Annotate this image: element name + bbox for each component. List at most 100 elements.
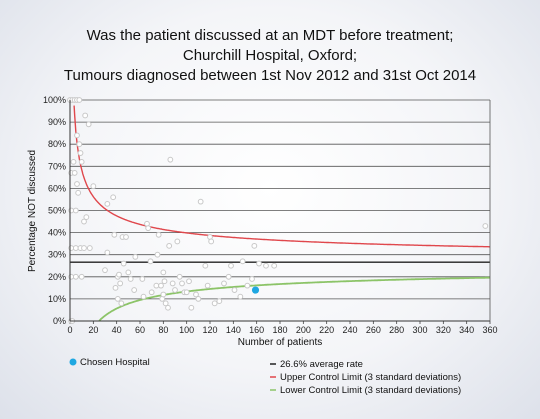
hospital-point <box>139 276 146 282</box>
hospital-point <box>125 269 132 276</box>
y-tick-label: 50% <box>48 206 66 216</box>
x-tick-labels: 0 20 40 60 80 100 120 140 160 180 200 220 240 260 280 3… <box>67 321 498 335</box>
hospital-point <box>81 245 87 251</box>
legend-chosen-hospital-label: Chosen Hospital <box>80 357 150 368</box>
legend-average-label: 26.6% average rate <box>280 359 363 370</box>
chosen-hospital-point <box>251 286 260 294</box>
hospital-point <box>221 280 227 287</box>
chart-title-line-3: Tumours diagnosed between 1st Nov 2012 a… <box>63 67 477 84</box>
y-tick-label: 20% <box>48 272 66 282</box>
hospital-point <box>140 293 147 300</box>
x-tick-label: 160 <box>249 325 264 335</box>
hospital-point <box>193 291 199 298</box>
hospital-point <box>75 189 82 196</box>
x-tick-label: 180 <box>272 325 287 335</box>
legend: Chosen Hospital 26.6% average rate Upper… <box>69 357 461 396</box>
x-tick-label: 80 <box>158 325 168 335</box>
hospital-point <box>74 181 80 187</box>
hospital-point <box>68 245 75 251</box>
hospital-point <box>148 289 155 296</box>
hospital-point <box>132 254 139 260</box>
x-tick-label: 360 <box>482 325 497 335</box>
hospital-point <box>116 271 122 278</box>
hospital-point <box>172 287 178 293</box>
grid-lines <box>70 99 490 300</box>
hospital-point <box>102 267 108 274</box>
hospital-point <box>118 300 125 307</box>
y-axis-label: Percentage NOT discussed <box>27 150 38 272</box>
upper-control-limit <box>73 105 490 248</box>
legend-upper-limit-label: Upper Control Limit (3 standard deviatio… <box>280 372 461 383</box>
legend-lower-limit-label: Lower Control Limit (3 standard deviatio… <box>280 385 461 396</box>
hospital-point <box>249 276 255 282</box>
x-tick-label: 300 <box>412 325 427 335</box>
hospital-point <box>197 198 204 205</box>
x-tick-label: 200 <box>296 325 311 335</box>
y-tick-labels: 0% 10% 20% 30% 40% 50% 60% 70% 80% 90% 100% <box>43 95 66 326</box>
hospital-point <box>104 200 111 207</box>
hospital-point <box>231 287 238 293</box>
hospital-point <box>208 238 215 245</box>
hospital-point <box>244 282 251 289</box>
y-tick-label: 0% <box>53 316 66 326</box>
hospital-point <box>114 296 121 302</box>
hospital-point <box>77 150 84 156</box>
hospital-point <box>174 238 181 245</box>
x-tick-label: 100 <box>179 325 194 335</box>
hospital-point <box>169 280 176 287</box>
legend-chosen-hospital-marker <box>69 358 77 366</box>
hospital-point <box>76 97 83 103</box>
hospital-point <box>176 273 183 280</box>
hospital-point <box>153 282 160 289</box>
hospital-point <box>120 260 127 267</box>
y-tick-label: 90% <box>48 117 66 127</box>
hospital-point <box>167 156 174 163</box>
y-tick-label: 70% <box>48 161 66 171</box>
y-tick-label: 30% <box>48 250 66 260</box>
hospital-point <box>76 141 83 148</box>
x-tick-label: 0 <box>67 325 72 335</box>
hospital-point <box>160 291 167 298</box>
hospital-point <box>110 194 117 201</box>
x-tick-label: 340 <box>459 325 474 335</box>
plot-frame <box>69 100 491 322</box>
hospital-point <box>111 231 118 238</box>
y-tick-label: 40% <box>48 228 66 238</box>
hospital-point <box>195 296 202 302</box>
hospital-point <box>147 258 154 265</box>
hospital-point <box>85 121 92 128</box>
hospital-point <box>162 300 169 307</box>
hospital-point <box>188 304 195 311</box>
hospital-point <box>117 280 124 287</box>
hospital-point <box>72 207 79 214</box>
hospital-point <box>127 276 134 282</box>
x-tick-label: 260 <box>366 325 381 335</box>
hospital-point <box>263 262 269 269</box>
y-tick-label: 10% <box>48 294 66 304</box>
hospital-point <box>90 183 97 190</box>
hospital-point <box>112 284 119 291</box>
hospital-point <box>165 304 171 311</box>
x-tick-label: 20 <box>88 325 98 335</box>
hospital-point <box>161 278 168 285</box>
hospital-point <box>104 249 111 256</box>
hospital-point <box>82 112 89 119</box>
hospital-point <box>160 269 167 276</box>
x-tick-label: 220 <box>319 325 334 335</box>
hospital-point <box>78 273 85 280</box>
hospital-point <box>131 287 138 293</box>
hospital-point <box>228 262 234 269</box>
x-tick-label: 320 <box>436 325 451 335</box>
chart-title: Was the patient discussed at an MDT befo… <box>0 26 540 86</box>
hospital-point <box>251 242 258 249</box>
x-tick-label: 140 <box>226 325 241 335</box>
hospital-point <box>271 262 278 269</box>
hospital-point <box>72 245 79 251</box>
hospital-point <box>81 218 87 225</box>
hospital-point <box>186 278 192 285</box>
x-tick-label: 240 <box>342 325 357 335</box>
hospital-point <box>237 293 244 300</box>
hospital-point <box>183 289 190 296</box>
hospital-point <box>239 258 246 265</box>
